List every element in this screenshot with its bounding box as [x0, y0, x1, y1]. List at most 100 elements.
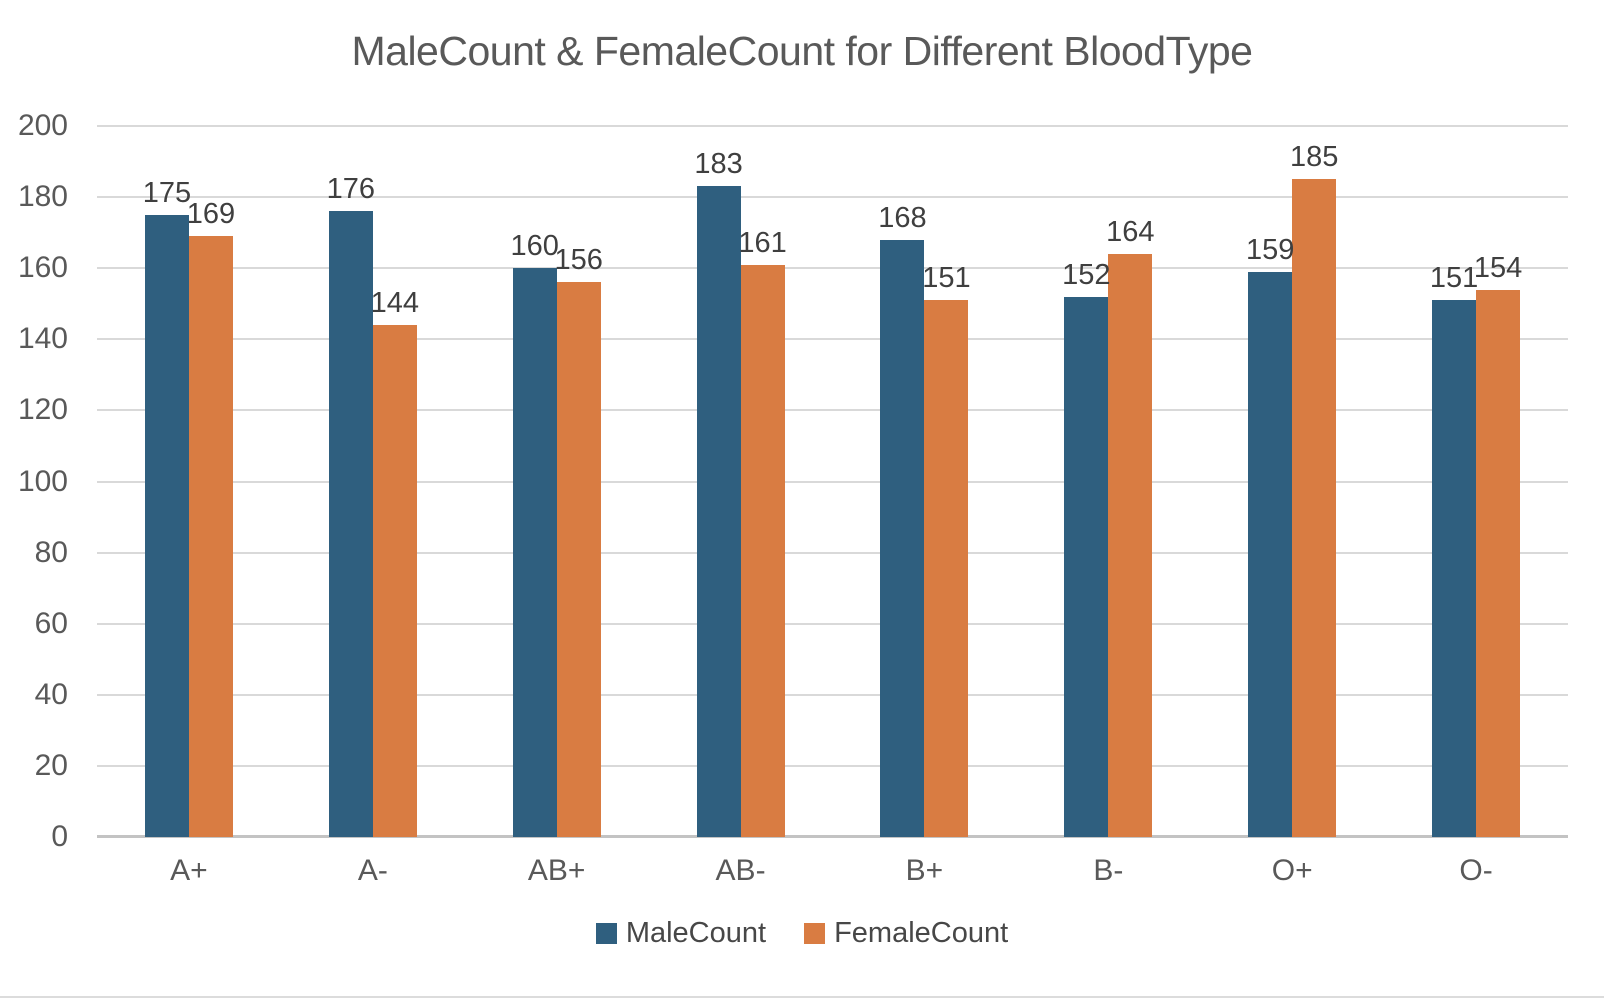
- gridline: [97, 764, 1568, 767]
- bar-value-label: 144: [370, 287, 420, 319]
- bar-group-b-: 152 164: [1016, 126, 1200, 837]
- legend-swatch: [595, 922, 617, 944]
- x-axis-category-label: B+: [905, 854, 944, 887]
- gridline: [97, 125, 1568, 127]
- malecount-bar-o+: [1248, 272, 1293, 837]
- bar-group-a-: 176 144: [281, 126, 465, 837]
- femalecount-bar-b-: [1108, 254, 1153, 837]
- gridline: [97, 551, 1568, 554]
- bar-value-label: 151: [922, 262, 971, 294]
- y-axis-tick-label: 40: [34, 677, 68, 711]
- bar-column: 151: [1430, 263, 1478, 837]
- y-axis-tick-label: 120: [17, 393, 68, 427]
- y-axis-tick-label: 60: [34, 606, 68, 640]
- femalecount-bar-o+: [1292, 179, 1337, 837]
- y-axis-tick-label: 80: [34, 535, 68, 569]
- bar-column: 154: [1474, 253, 1522, 837]
- bar-column: 176: [327, 174, 375, 837]
- bar-column: 185: [1290, 142, 1338, 837]
- x-axis-baseline: [97, 835, 1568, 838]
- legend: MaleCount FemaleCount: [0, 910, 1604, 956]
- bar-group-ab-: 183 161: [649, 126, 833, 837]
- gridline: [97, 480, 1568, 483]
- bar-column: 169: [187, 199, 235, 837]
- malecount-bar-b-: [1064, 297, 1109, 837]
- bar-value-label: 159: [1245, 234, 1295, 266]
- bottom-divider: [0, 996, 1604, 998]
- y-axis-tick-label: 200: [17, 109, 68, 142]
- plot-area: 175 169 176 144 160 156 183 161 168 151 152 164 159 1…: [97, 125, 1568, 838]
- bar-group-o+: 159 185: [1200, 126, 1384, 837]
- y-axis-tick-label: 180: [17, 180, 68, 214]
- bar-value-label: 168: [878, 202, 927, 234]
- bar-column: 161: [738, 228, 787, 837]
- bar-column: 183: [694, 149, 743, 837]
- bar-value-label: 151: [1429, 262, 1479, 294]
- bar-column: 151: [922, 263, 971, 837]
- bar-column: 144: [371, 288, 419, 837]
- malecount-bar-a-: [328, 211, 373, 837]
- bar-column: 164: [1106, 217, 1155, 837]
- legend-item-malecount: MaleCount: [595, 916, 767, 950]
- bar-column: 168: [878, 203, 927, 837]
- x-axis-category-label: O-: [1459, 854, 1493, 887]
- y-axis: 0 20 40 60 80 100 120 140 160 180 200: [0, 111, 68, 852]
- bar-value-label: 169: [186, 198, 236, 230]
- y-axis-tick-label: 160: [17, 251, 68, 285]
- legend-swatch: [804, 922, 826, 944]
- bar-value-label: 160: [510, 230, 559, 262]
- x-axis-category-label: AB+: [527, 854, 586, 887]
- malecount-bar-b+: [880, 240, 925, 837]
- bar-value-label: 175: [142, 177, 192, 209]
- x-axis-category-label: AB-: [715, 854, 766, 887]
- bar-column: 156: [554, 245, 603, 837]
- y-axis-tick-label: 100: [17, 464, 68, 498]
- malecount-bar-ab+: [512, 268, 557, 837]
- x-axis-category-label: A+: [170, 854, 208, 887]
- malecount-bar-o-: [1432, 300, 1477, 837]
- femalecount-bar-ab-: [740, 265, 785, 837]
- gridline: [97, 196, 1568, 199]
- y-axis-tick-label: 0: [51, 820, 68, 853]
- gridline: [97, 267, 1568, 270]
- y-axis-tick-label: 140: [17, 322, 68, 356]
- legend-label: MaleCount: [625, 916, 767, 949]
- bar-group-ab+: 160 156: [465, 126, 649, 837]
- bar-column: 159: [1246, 235, 1294, 837]
- bar-value-label: 156: [554, 244, 603, 276]
- bar-column: 175: [143, 178, 191, 837]
- y-axis-tick-label: 20: [34, 748, 68, 782]
- gridline: [97, 693, 1568, 696]
- bar-groups: 175 169 176 144 160 156 183 161 168 151 152 164 159 1…: [97, 126, 1568, 837]
- bar-column: 152: [1062, 260, 1111, 837]
- femalecount-bar-a+: [188, 236, 233, 837]
- bar-column: 160: [510, 231, 559, 837]
- malecount-bar-a+: [144, 215, 189, 837]
- bar-group-b+: 168 151: [833, 126, 1017, 837]
- femalecount-bar-o-: [1476, 290, 1521, 837]
- legend-label: FemaleCount: [834, 916, 1009, 949]
- bar-value-label: 183: [694, 148, 743, 180]
- bar-value-label: 185: [1289, 141, 1339, 173]
- chart-title: MaleCount & FemaleCount for Different Bl…: [351, 28, 1253, 74]
- x-axis: A+ A- AB+ AB- B+ B- O+ O-: [97, 854, 1568, 888]
- x-axis-category-label: A-: [357, 854, 388, 887]
- bar-value-label: 176: [326, 173, 376, 205]
- bar-value-label: 154: [1473, 252, 1523, 284]
- femalecount-bar-a-: [372, 325, 417, 837]
- bar-group-o-: 151 154: [1384, 126, 1568, 837]
- gridline: [97, 622, 1568, 625]
- x-axis-category-label: O+: [1271, 854, 1313, 887]
- malecount-bar-ab-: [696, 186, 741, 837]
- gridline: [97, 409, 1568, 412]
- femalecount-bar-ab+: [556, 282, 601, 837]
- femalecount-bar-b+: [924, 300, 969, 837]
- bar-value-label: 152: [1062, 259, 1111, 291]
- bar-group-a+: 175 169: [97, 126, 281, 837]
- gridline: [97, 338, 1568, 341]
- bar-value-label: 164: [1106, 216, 1155, 248]
- bar-value-label: 161: [738, 227, 787, 259]
- x-axis-category-label: B-: [1093, 854, 1124, 887]
- legend-item-femalecount: FemaleCount: [804, 917, 1008, 950]
